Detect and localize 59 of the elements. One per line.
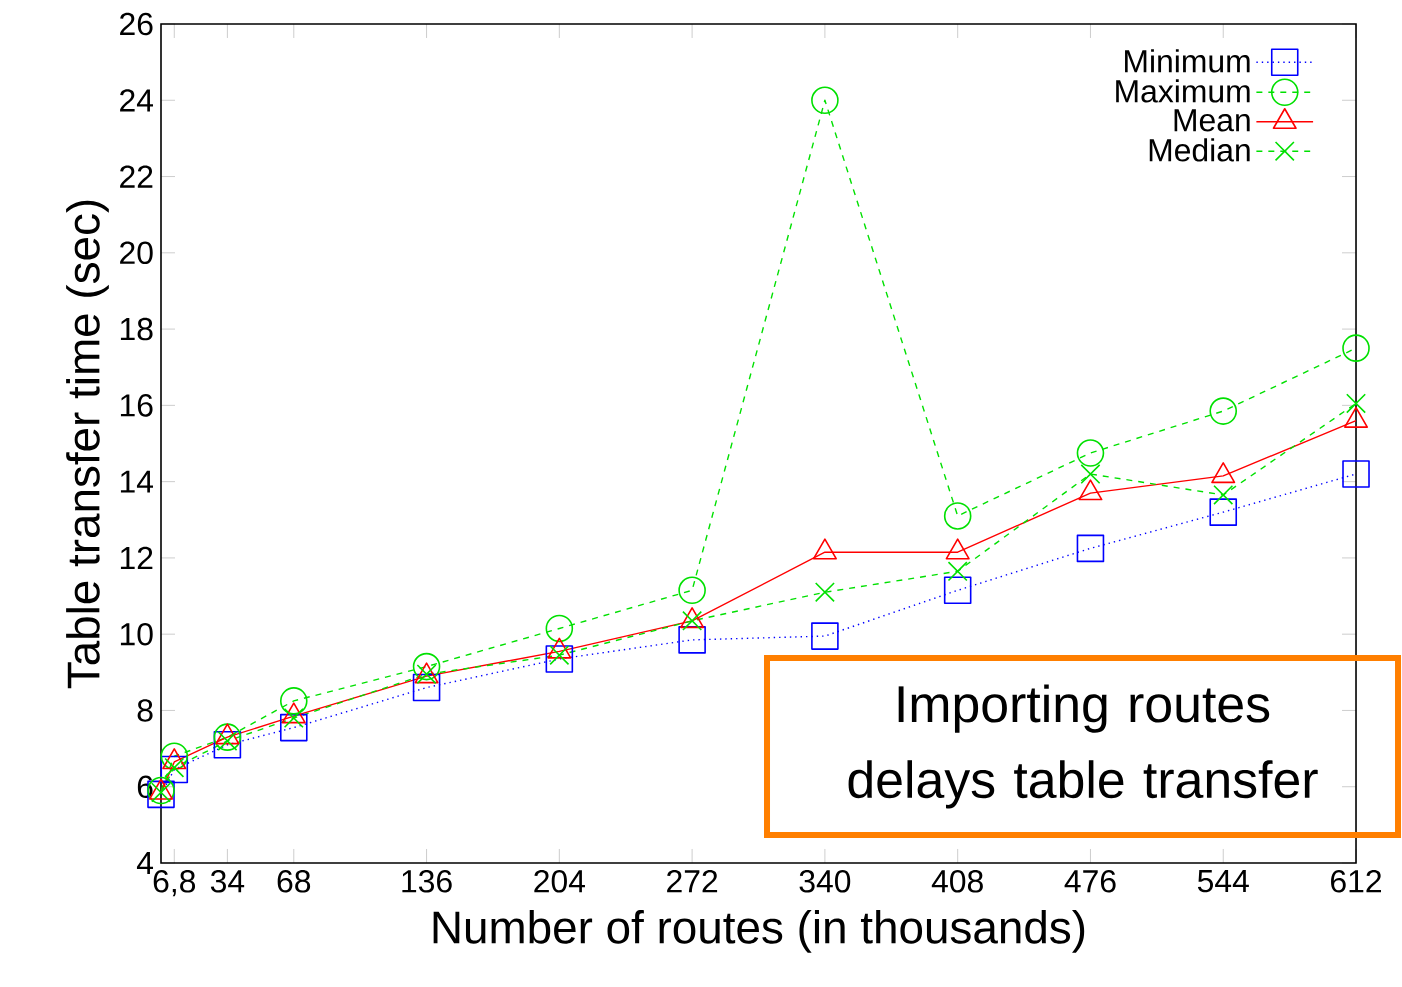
- y-tick-label: 10: [120, 622, 153, 646]
- point: [279, 713, 308, 742]
- point: [814, 582, 835, 603]
- legend-label: Mean: [1174, 109, 1250, 132]
- x-tick-label: 612: [1331, 870, 1381, 893]
- point: [283, 708, 304, 729]
- point: [545, 614, 574, 643]
- point: [1080, 464, 1101, 484]
- x-axis-title: Number of routes (in thousands): [433, 910, 1085, 953]
- x-tick-label: 544: [1197, 870, 1249, 893]
- point: [943, 576, 972, 605]
- y-tick-label: 14: [120, 470, 154, 493]
- annotation: Importing routes delays table transfer: [848, 684, 1318, 809]
- x-tick-label: 204: [534, 870, 585, 893]
- y-tick-label: 18: [120, 317, 153, 341]
- point: [1213, 484, 1234, 505]
- x-tick-label: 6,8: [153, 870, 196, 897]
- legend-label: Maximum: [1116, 79, 1250, 103]
- point: [947, 561, 968, 582]
- x-tick-label: 408: [931, 870, 983, 893]
- x-tick-label: 34: [210, 870, 245, 893]
- y-tick-label: 12: [120, 546, 153, 570]
- y-tick-label: 16: [120, 394, 153, 417]
- legend-label: Minimum: [1125, 49, 1250, 73]
- point: [1342, 460, 1370, 488]
- point: [160, 755, 189, 784]
- point: [1342, 334, 1370, 362]
- point: [1346, 393, 1366, 414]
- point: [678, 626, 706, 654]
- point: [811, 622, 839, 650]
- legend-label: Median: [1149, 138, 1250, 162]
- point: [213, 723, 242, 751]
- point: [549, 645, 570, 666]
- x-tick-label: 272: [667, 870, 718, 893]
- y-tick-label: 24: [120, 89, 154, 112]
- point: [412, 673, 441, 702]
- point: [545, 645, 574, 673]
- point: [678, 576, 706, 605]
- point: [164, 757, 185, 778]
- y-tick-label: 4: [136, 852, 154, 874]
- x-tick-label: 340: [799, 870, 851, 893]
- point: [1076, 439, 1105, 467]
- point: [160, 742, 189, 771]
- x-tick-label: 476: [1064, 870, 1116, 893]
- point: [811, 86, 839, 115]
- point: [279, 687, 308, 715]
- point: [412, 652, 441, 681]
- y-tick-label: 26: [120, 12, 153, 36]
- y-axis-title: Table transfer time (sec): [66, 200, 109, 689]
- point: [1209, 498, 1238, 526]
- point: [943, 502, 972, 530]
- point: [213, 730, 242, 759]
- point: [1209, 397, 1238, 425]
- point: [1076, 534, 1105, 563]
- y-tick-label: 8: [137, 699, 153, 722]
- x-tick-label: 68: [277, 870, 311, 893]
- y-tick-label: 22: [120, 165, 153, 188]
- x-tick-label: 136: [402, 870, 452, 893]
- y-tick-label: 20: [120, 241, 153, 265]
